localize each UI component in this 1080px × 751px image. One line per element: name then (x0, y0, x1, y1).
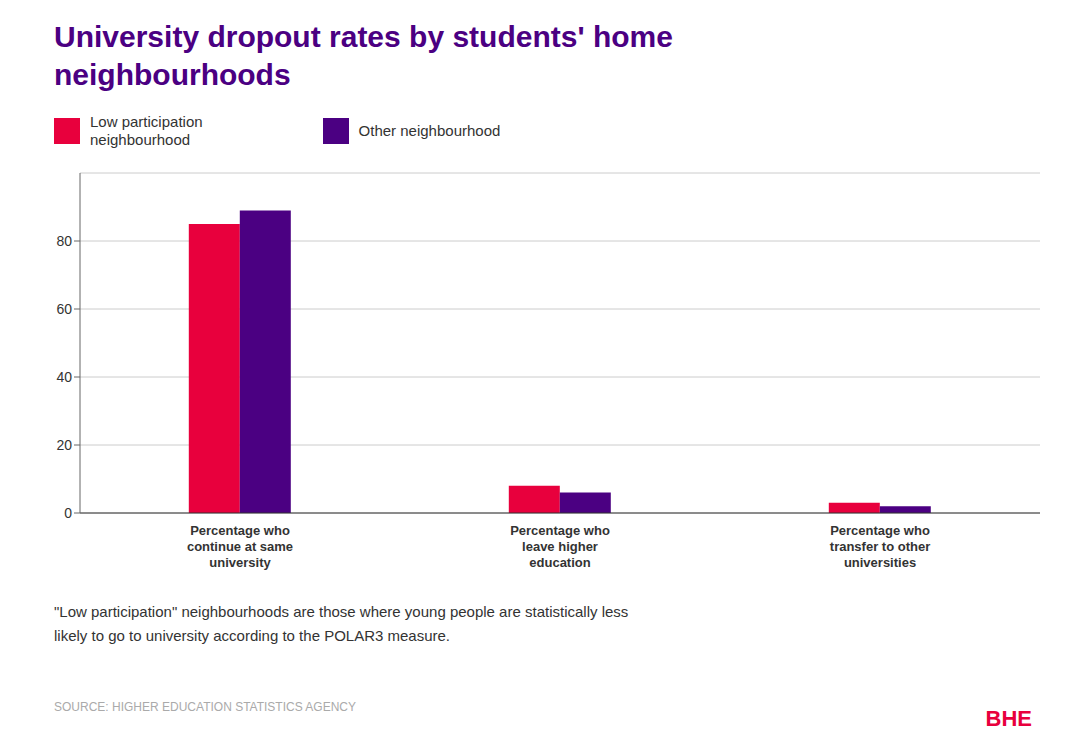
html-text:BHE: BHE (985, 706, 1032, 731)
html-text:neighbourhoods: neighbourhoods (54, 58, 291, 91)
svg-text:Percentage wholeave highereduc: Percentage wholeave highereducation (510, 523, 610, 570)
svg-text:Percentage whotransfer to othe: Percentage whotransfer to otheruniversit… (830, 523, 930, 570)
html-text:Low participation neighbourhoo: Low participation neighbourhood (90, 113, 203, 148)
html-text:SOURCE: HIGHER EDUCATION STATI: SOURCE: HIGHER EDUCATION STATISTICS AGEN… (54, 700, 356, 714)
svg-text:0: 0 (64, 505, 72, 521)
html-text:Other neighbourhood: Other neighbourhood (358, 122, 501, 139)
svg-text:40: 40 (56, 369, 72, 385)
html-text:"Low participation" neighbourh: "Low participation" neighbourhoods are t… (54, 603, 629, 644)
svg-text:20: 20 (56, 437, 72, 453)
svg-text:Percentage whocontinue at same: Percentage whocontinue at sameuniversity (187, 523, 293, 570)
html-text:University dropout rates by st: University dropout rates by students' ho… (54, 20, 673, 53)
svg-text:80: 80 (56, 233, 72, 249)
svg-text:60: 60 (56, 301, 72, 317)
